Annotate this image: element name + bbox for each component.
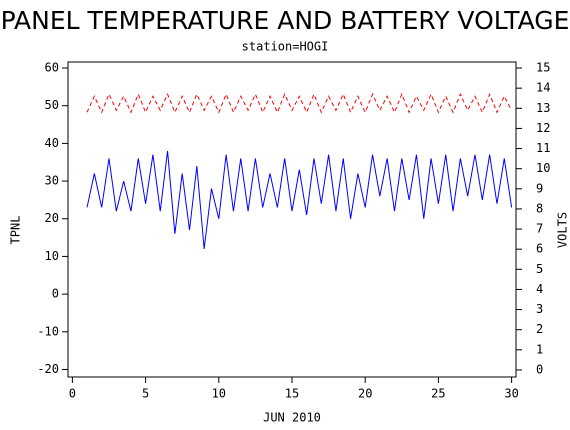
- y-tick-label: -20: [37, 362, 59, 376]
- y-tick-label: 20: [45, 211, 59, 225]
- y-tick-label: 0: [52, 287, 59, 301]
- y2-tick-label: 5: [536, 262, 543, 276]
- x-tick-label: 30: [504, 387, 518, 401]
- y2-tick-label: 15: [536, 61, 550, 75]
- y-tick-label: 40: [45, 136, 59, 150]
- y2-tick-label: 8: [536, 201, 543, 215]
- x-tick-label: 20: [358, 387, 372, 401]
- y2-tick-label: 13: [536, 101, 550, 115]
- y2-axis-label: VOLTS: [556, 212, 570, 248]
- data-line: [86, 150, 513, 249]
- y-tick-label: 30: [45, 174, 59, 188]
- y-tick-label: 50: [45, 98, 59, 112]
- y2-tick-label: 11: [536, 141, 550, 155]
- y2-tick-label: 1: [536, 342, 543, 356]
- y2-tick-label: 2: [536, 322, 543, 336]
- x-tick-label: 5: [142, 387, 149, 401]
- chart-subtitle: station=HOGI: [242, 40, 329, 54]
- y2-tick-label: 3: [536, 302, 543, 316]
- x-tick-label: 25: [431, 387, 445, 401]
- y2-tick-label: 7: [536, 222, 543, 236]
- y-tick-label: 10: [45, 249, 59, 263]
- chart-title: PANEL TEMPERATURE AND BATTERY VOLTAGE: [1, 6, 570, 35]
- x-tick-label: 10: [212, 387, 226, 401]
- x-tick-label: 15: [285, 387, 299, 401]
- y-tick-label: 60: [45, 61, 59, 75]
- y2-tick-label: 6: [536, 242, 543, 256]
- y2-tick-label: 14: [536, 81, 550, 95]
- y2-tick-label: 12: [536, 121, 550, 135]
- x-axis-label: JUN 2010: [263, 411, 321, 425]
- y-axis-label: TPNL: [9, 216, 23, 245]
- y2-tick-label: 0: [536, 362, 543, 376]
- y2-tick-label: 10: [536, 161, 550, 175]
- x-tick-label: 0: [69, 387, 76, 401]
- y-tick-label: -10: [37, 324, 59, 338]
- y2-tick-label: 4: [536, 282, 543, 296]
- data-line: [86, 92, 513, 114]
- y2-tick-label: 9: [536, 181, 543, 195]
